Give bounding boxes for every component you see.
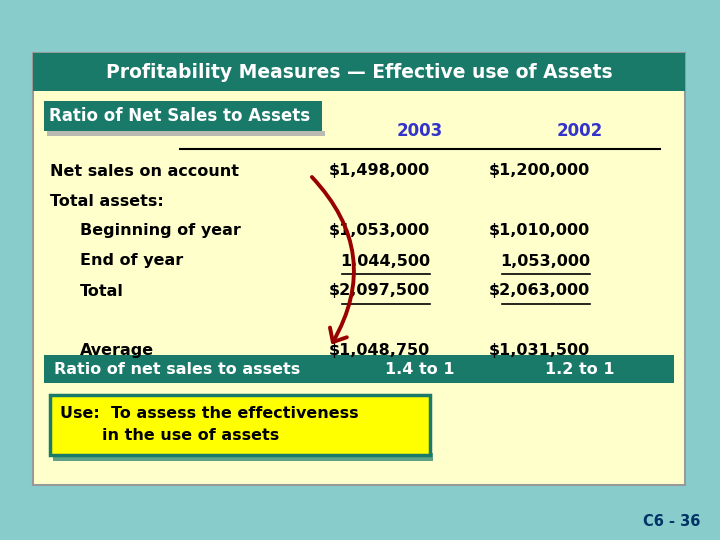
Text: $2,097,500: $2,097,500 [329, 284, 430, 299]
Text: $1,200,000: $1,200,000 [489, 164, 590, 179]
Text: $2,063,000: $2,063,000 [489, 284, 590, 299]
FancyArrowPatch shape [312, 177, 354, 342]
Text: $1,053,000: $1,053,000 [329, 224, 430, 239]
Text: Total assets:: Total assets: [50, 193, 163, 208]
Text: Ratio of net sales to assets: Ratio of net sales to assets [54, 361, 300, 376]
Text: Beginning of year: Beginning of year [80, 224, 241, 239]
Text: $1,498,000: $1,498,000 [329, 164, 430, 179]
Text: End of year: End of year [80, 253, 184, 268]
Text: $1,031,500: $1,031,500 [489, 343, 590, 359]
Text: 1.2 to 1: 1.2 to 1 [545, 361, 615, 376]
Text: 1,053,000: 1,053,000 [500, 253, 590, 268]
FancyBboxPatch shape [44, 355, 674, 383]
Text: Average: Average [80, 343, 154, 359]
Text: in the use of assets: in the use of assets [102, 428, 279, 442]
FancyBboxPatch shape [53, 453, 433, 461]
Text: 1,044,500: 1,044,500 [340, 253, 430, 268]
Text: 2002: 2002 [557, 122, 603, 140]
Text: $1,010,000: $1,010,000 [489, 224, 590, 239]
Text: Use:  To assess the effectiveness: Use: To assess the effectiveness [60, 406, 359, 421]
Text: Net sales on account: Net sales on account [50, 164, 239, 179]
FancyBboxPatch shape [50, 395, 430, 455]
Text: Ratio of Net Sales to Assets: Ratio of Net Sales to Assets [49, 107, 310, 125]
FancyBboxPatch shape [33, 53, 685, 91]
Text: Total: Total [80, 284, 124, 299]
FancyBboxPatch shape [44, 101, 322, 131]
Text: $1,048,750: $1,048,750 [329, 343, 430, 359]
Text: 1.4 to 1: 1.4 to 1 [385, 361, 455, 376]
Text: C6 - 36: C6 - 36 [643, 515, 700, 530]
Text: Profitability Measures — Effective use of Assets: Profitability Measures — Effective use o… [106, 63, 612, 82]
FancyBboxPatch shape [33, 53, 685, 485]
Text: 2003: 2003 [397, 122, 443, 140]
FancyBboxPatch shape [47, 131, 325, 136]
